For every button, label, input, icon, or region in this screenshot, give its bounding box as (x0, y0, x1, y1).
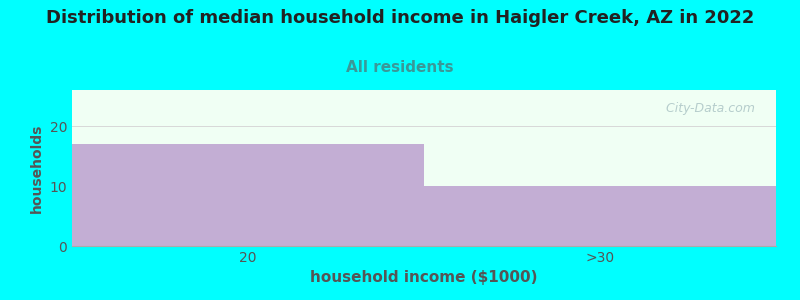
Text: All residents: All residents (346, 60, 454, 75)
Y-axis label: households: households (30, 123, 44, 213)
Text: City-Data.com: City-Data.com (658, 103, 755, 116)
Bar (72, 144, 424, 246)
X-axis label: household income ($1000): household income ($1000) (310, 270, 538, 285)
Text: Distribution of median household income in Haigler Creek, AZ in 2022: Distribution of median household income … (46, 9, 754, 27)
Bar (424, 186, 776, 246)
